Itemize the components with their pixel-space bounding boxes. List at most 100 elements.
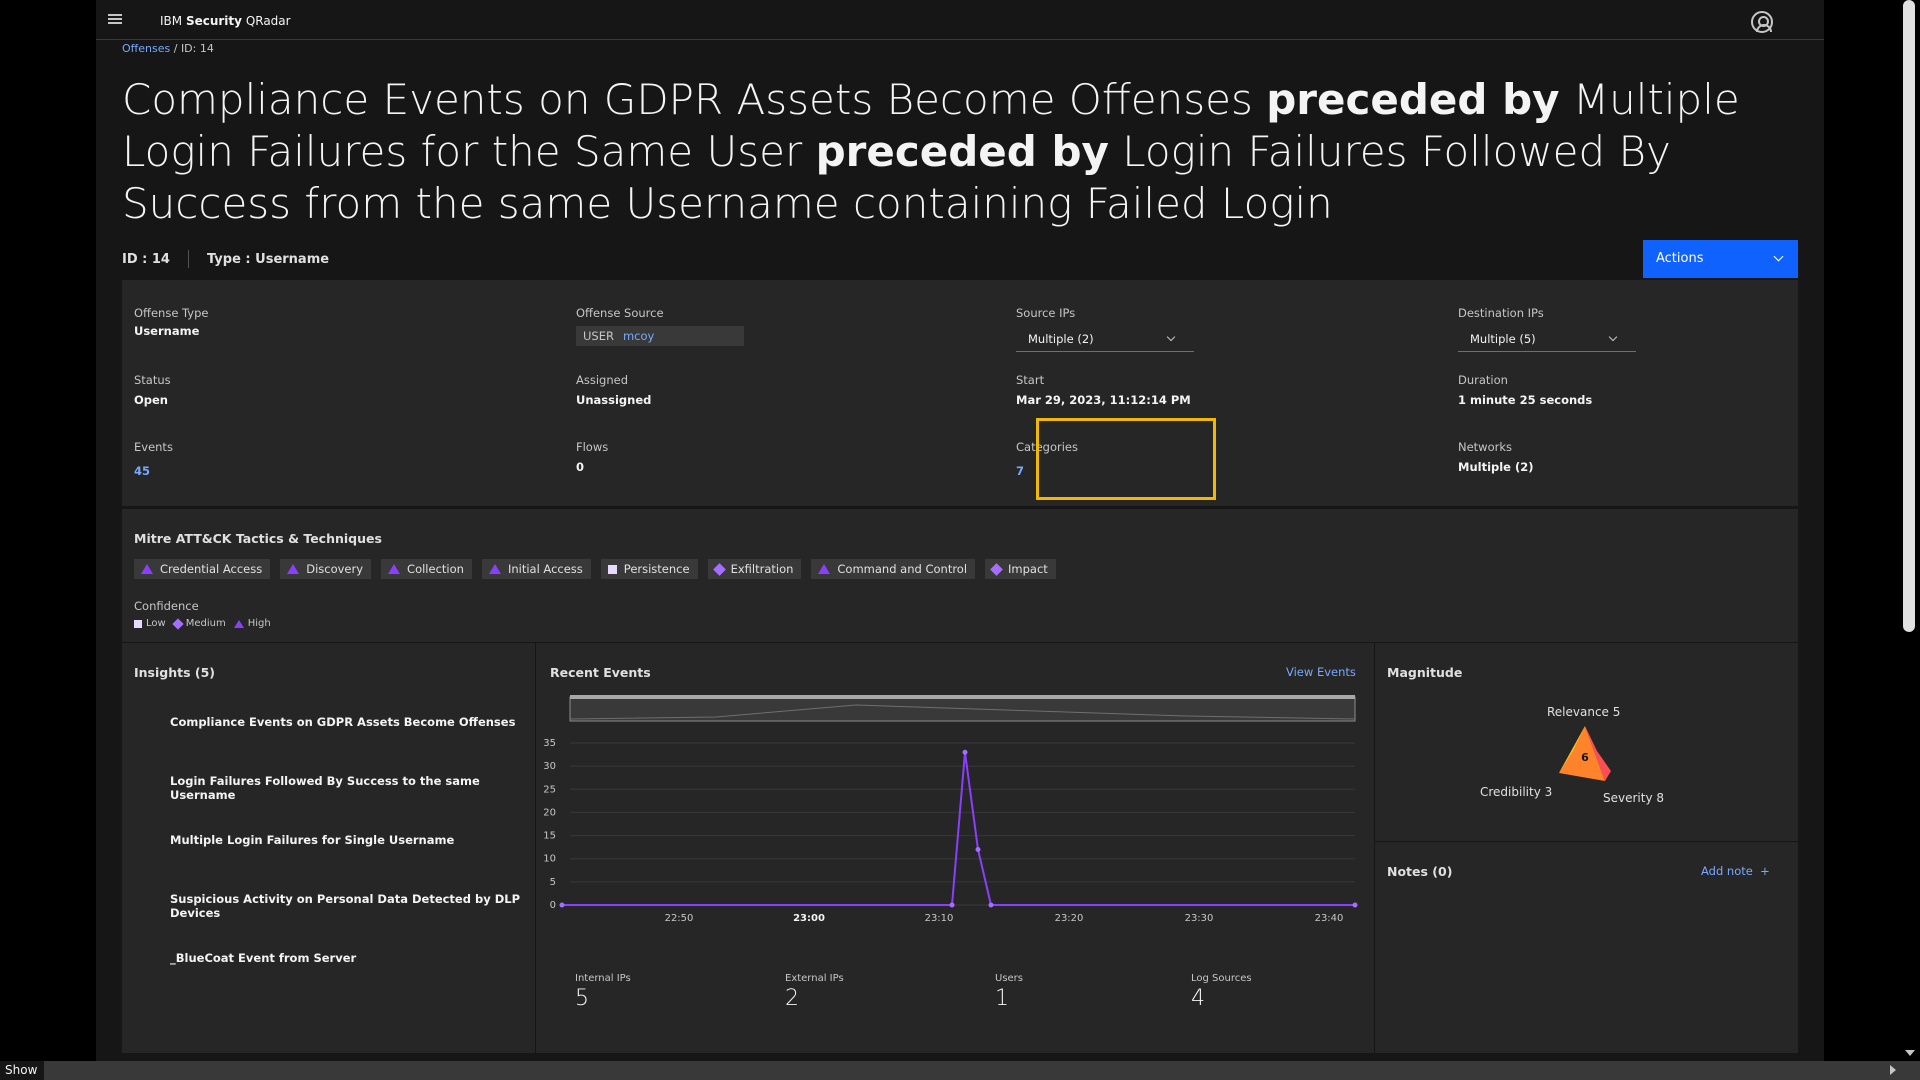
view-events-link[interactable]: View Events: [1286, 665, 1356, 679]
insight-item[interactable]: Login Failures Followed By Success to th…: [170, 774, 480, 802]
stat-value: 4: [1191, 986, 1205, 1011]
add-note-button[interactable]: Add note +: [1701, 864, 1770, 878]
chip-label: Exfiltration: [730, 562, 794, 576]
offense-details-panel: Offense Type Username Offense Source USE…: [122, 280, 1798, 506]
stat-label: External IPs: [785, 973, 844, 984]
magnitude-severity-facet: [1585, 726, 1611, 781]
mitre-chip[interactable]: Credential Access: [134, 559, 271, 579]
stat-label: Users: [995, 973, 1024, 984]
title-part-2: Multiple Login Failures for the Same Use…: [122, 75, 1740, 176]
categories-count-link[interactable]: 7: [1016, 464, 1025, 478]
source-ips-dropdown[interactable]: Multiple (2): [1016, 326, 1194, 352]
mitre-chip[interactable]: Command and Control: [811, 559, 976, 579]
flows-value: 0: [576, 460, 585, 474]
y-tick-label: 10: [543, 854, 556, 865]
mitre-chip[interactable]: Collection: [381, 559, 472, 579]
medium-confidence-icon: [172, 617, 184, 630]
mitre-chip[interactable]: Impact: [985, 559, 1056, 579]
mitre-chip[interactable]: Exfiltration: [707, 559, 802, 579]
brand-name: IBM Security QRadar: [160, 14, 291, 28]
top-bar: IBM Security QRadar: [96, 0, 1824, 40]
insight-item[interactable]: Compliance Events on GDPR Assets Become …: [170, 715, 516, 729]
mitre-chip[interactable]: Persistence: [600, 559, 698, 579]
insight-item[interactable]: Suspicious Activity on Personal Data Det…: [170, 892, 520, 920]
insight-item[interactable]: _BlueCoat Event from Server: [170, 951, 357, 965]
chart-overview-handle: [570, 695, 1355, 699]
source-ips-field: Source IPs Multiple (2): [1016, 306, 1194, 352]
destination-ips-field: Destination IPs Multiple (5): [1458, 306, 1636, 352]
horizontal-scrollbar[interactable]: Show: [0, 1061, 1920, 1080]
data-point: [559, 902, 565, 908]
severity-label: Severity 8: [1603, 791, 1665, 805]
start-label: Start: [1016, 373, 1045, 387]
high-confidence-icon: [388, 564, 401, 574]
duration-value: 1 minute 25 seconds: [1458, 393, 1593, 407]
stat-label: Log Sources: [1191, 973, 1252, 984]
scroll-down-arrow-icon[interactable]: [1905, 1050, 1915, 1056]
mitre-chip[interactable]: Discovery: [280, 559, 372, 579]
user-avatar-icon[interactable]: [1751, 11, 1773, 33]
chip-label: Collection: [407, 562, 464, 576]
events-field: Events 45: [134, 440, 173, 478]
vertical-scrollbar[interactable]: [1902, 0, 1920, 1061]
stat-value: 5: [575, 986, 589, 1011]
offense-source-value[interactable]: mcoy: [622, 329, 655, 343]
categories-field: Categories 7: [1016, 440, 1078, 478]
offense-source-key: USER: [583, 329, 614, 343]
flows-label: Flows: [576, 440, 609, 454]
data-point: [975, 846, 981, 852]
magnitude-shape: 6: [1559, 726, 1611, 781]
stat-value: 2: [785, 986, 799, 1011]
actions-label: Actions: [1656, 251, 1704, 266]
actions-button[interactable]: Actions: [1643, 240, 1798, 278]
magnitude-value: 6: [1581, 751, 1589, 764]
offense-type-value: Username: [134, 324, 200, 338]
legend-medium-label: Medium: [185, 618, 226, 629]
destination-ips-dropdown[interactable]: Multiple (5): [1458, 326, 1636, 352]
assigned-label: Assigned: [576, 373, 629, 387]
plus-icon: +: [1760, 864, 1770, 878]
offense-source-field: Offense Source USER mcoy: [576, 306, 744, 346]
status-label: Status: [134, 373, 171, 387]
stat-internal-ips: Internal IPs 5: [575, 973, 631, 1011]
chip-label: Initial Access: [507, 562, 583, 576]
offense-source-tag[interactable]: USER mcoy: [576, 326, 744, 346]
chip-label: Credential Access: [160, 562, 263, 576]
confidence-legend: Low Medium High: [134, 617, 271, 630]
legend-low-label: Low: [146, 618, 166, 629]
menu-icon[interactable]: [108, 14, 122, 26]
events-count-link[interactable]: 45: [134, 464, 151, 478]
data-point: [962, 749, 968, 755]
medium-confidence-icon: [990, 562, 1003, 576]
y-tick-label: 35: [543, 738, 556, 749]
networks-field: Networks Multiple (2): [1458, 440, 1534, 474]
brand-bold: Security: [185, 14, 242, 28]
assigned-value: Unassigned: [576, 393, 652, 407]
status-value: Open: [134, 393, 168, 407]
magnitude-title: Magnitude: [1387, 665, 1463, 680]
chip-label: Discovery: [306, 562, 364, 576]
breadcrumb-offenses-link[interactable]: Offenses: [122, 42, 171, 55]
page-title: Compliance Events on GDPR Assets Become …: [122, 74, 1802, 230]
start-value: Mar 29, 2023, 11:12:14 PM: [1016, 393, 1191, 407]
stat-log-sources: Log Sources 4: [1191, 973, 1252, 1011]
mitre-chip[interactable]: Initial Access: [481, 559, 591, 579]
event-stats: Internal IPs 5 External IPs 2 Users 1 Log S…: [536, 973, 1374, 1023]
data-point: [949, 902, 955, 908]
y-tick-label: 5: [550, 877, 556, 888]
chip-label: Persistence: [623, 562, 690, 576]
destination-ips-value: Multiple (5): [1470, 332, 1536, 346]
duration-field: Duration 1 minute 25 seconds: [1458, 373, 1592, 407]
title-bold-1: preceded by: [1266, 75, 1560, 124]
y-tick-label: 30: [543, 761, 556, 772]
qradar-app: IBM Security QRadar Offenses / ID: 14 Co…: [96, 0, 1824, 1061]
insight-item[interactable]: Multiple Login Failures for Single Usern…: [170, 833, 455, 847]
magnitude-panel: Magnitude Relevance 5 6 Credibility 3 Se…: [1375, 643, 1798, 841]
assigned-field: Assigned Unassigned: [576, 373, 651, 407]
title-part-1: Compliance Events on GDPR Assets Become …: [122, 75, 1267, 124]
magnitude-credibility-facet: [1559, 726, 1585, 773]
scroll-right-arrow-icon[interactable]: [1890, 1065, 1896, 1075]
legend-low: Low: [134, 618, 166, 629]
scrollbar-thumb[interactable]: [1903, 0, 1915, 632]
show-button[interactable]: Show: [0, 1061, 44, 1080]
